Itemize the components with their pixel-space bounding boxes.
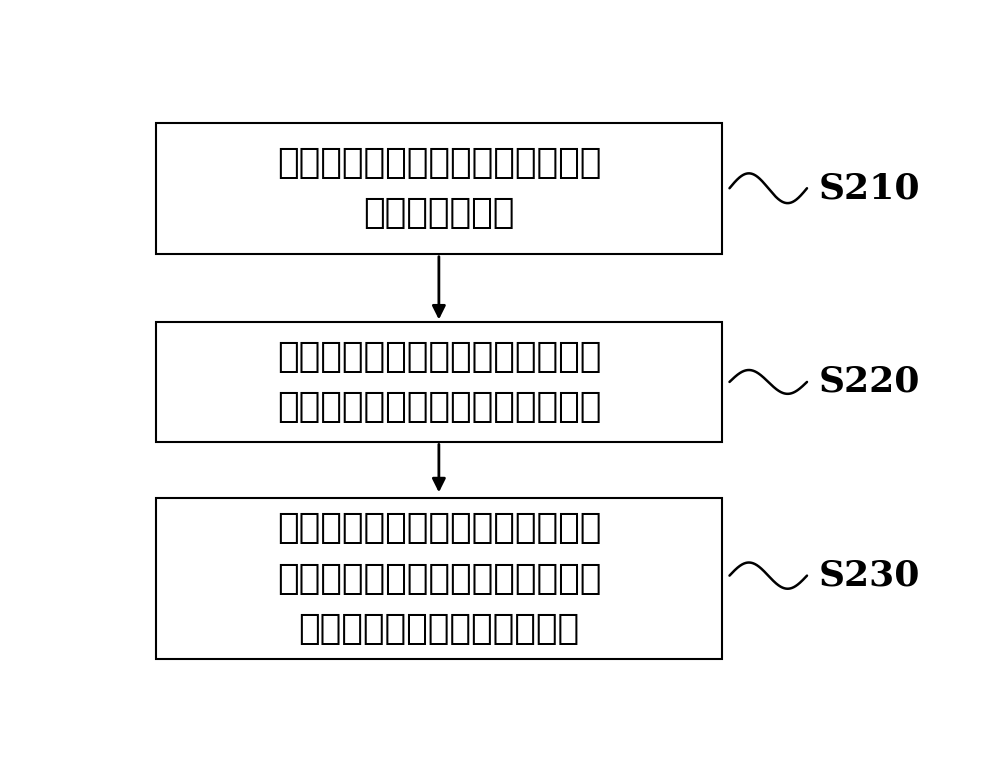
Text: 根据第一颜色分量、第二颜色分量
及颜色步长，将目标像素点的颜色
值调整为参考像素点的颜色值: 根据第一颜色分量、第二颜色分量 及颜色步长，将目标像素点的颜色 值调整为参考像素… [277, 512, 601, 646]
Text: S230: S230 [819, 559, 920, 593]
FancyBboxPatch shape [156, 122, 722, 254]
Text: 分别提取参考像素点的第一颜色分
量，及目标像素点的第二颜色分量: 分别提取参考像素点的第一颜色分 量，及目标像素点的第二颜色分量 [277, 340, 601, 424]
FancyBboxPatch shape [156, 322, 722, 441]
Text: S220: S220 [819, 365, 920, 399]
Text: S210: S210 [819, 171, 920, 205]
Text: 从待压缩图像中分别获取参考像素
点和目标像素点: 从待压缩图像中分别获取参考像素 点和目标像素点 [277, 146, 601, 231]
FancyBboxPatch shape [156, 498, 722, 659]
